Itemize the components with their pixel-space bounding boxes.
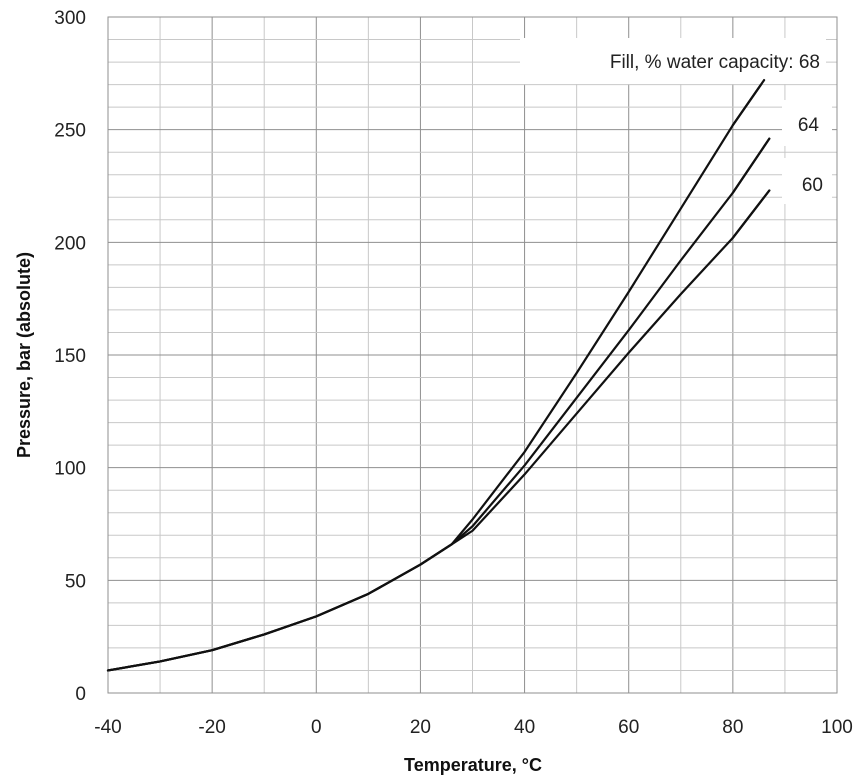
series-label-68: Fill, % water capacity: 68 <box>610 52 820 73</box>
series-labels: Fill, % water capacity: 68 64 60 <box>520 38 832 239</box>
y-tick-label: 50 <box>65 571 86 592</box>
y-tick-label: 0 <box>75 684 86 705</box>
series-label-64: 64 <box>798 115 820 136</box>
series-line-64 <box>106 137 771 672</box>
plot-frame <box>107 16 838 694</box>
x-tick-label: 100 <box>821 717 853 738</box>
series-label-background <box>520 38 826 84</box>
tick-labels: -40 -20 0 20 40 60 80 100 0 50 100 150 200 250 300 <box>54 8 853 738</box>
series-line-68 <box>106 78 766 672</box>
y-tick-label: 100 <box>54 459 86 480</box>
y-tick-label: 300 <box>54 8 86 29</box>
y-tick-label: 150 <box>54 346 86 367</box>
series-line-end-68 <box>731 78 766 127</box>
x-tick-label: -20 <box>198 717 225 738</box>
series-line-end-64 <box>731 137 771 194</box>
series-label-background <box>782 100 832 146</box>
series-label-60: 60 <box>802 175 823 196</box>
series-layer <box>106 78 771 672</box>
x-tick-label: 60 <box>618 717 639 738</box>
grid <box>107 16 838 694</box>
x-tick-label: -40 <box>94 717 121 738</box>
series-line-end-60 <box>731 189 771 239</box>
series-label-background <box>782 158 832 204</box>
x-tick-label: 80 <box>722 717 743 738</box>
x-tick-label: 40 <box>514 717 535 738</box>
x-axis-title: Temperature, °C <box>404 755 542 775</box>
y-tick-label: 250 <box>54 121 86 142</box>
y-tick-label: 200 <box>54 233 86 254</box>
x-tick-label: 20 <box>410 717 431 738</box>
x-tick-label: 0 <box>311 717 322 738</box>
y-axis-title: Pressure, bar (absolute) <box>14 252 34 458</box>
series-line-60 <box>106 189 771 672</box>
